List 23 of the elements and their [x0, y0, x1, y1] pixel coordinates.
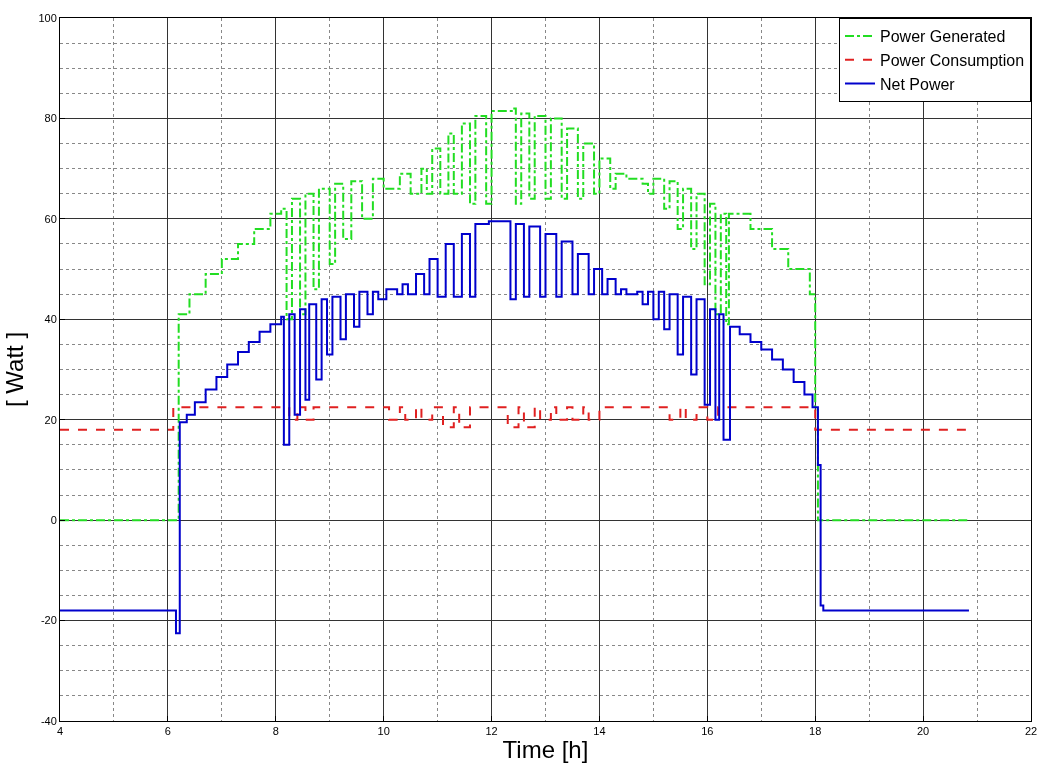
x-tick-label: 20	[916, 725, 930, 738]
x-tick-label: 22	[1024, 725, 1038, 738]
y-tick-label: -20	[40, 614, 57, 627]
x-tick-label: 4	[56, 725, 64, 738]
y-tick-label: 100	[38, 11, 57, 24]
x-tick-label: 6	[164, 725, 171, 738]
y-tick-label: -40	[40, 714, 57, 727]
x-tick-label: 14	[593, 725, 606, 738]
y-tick-label: 20	[44, 413, 57, 426]
x-tick-label: 10	[377, 725, 390, 738]
legend-label: Net Power	[880, 75, 956, 93]
y-tick-label: 80	[44, 112, 57, 125]
y-tick-label: 0	[50, 513, 57, 526]
x-axis-title: Time [h]	[502, 735, 589, 763]
y-axis-title: [ Watt ]	[0, 331, 28, 408]
legend-label: Power Generated	[880, 28, 1006, 46]
legend-label: Power Consumption	[880, 51, 1025, 69]
x-tick-label: 18	[809, 725, 822, 738]
y-tick-label: 60	[44, 212, 57, 225]
x-tick-label: 16	[701, 725, 714, 738]
x-tick-label: 12	[485, 725, 498, 738]
x-tick-label: 8	[272, 725, 279, 738]
y-tick-label: 40	[44, 313, 57, 326]
